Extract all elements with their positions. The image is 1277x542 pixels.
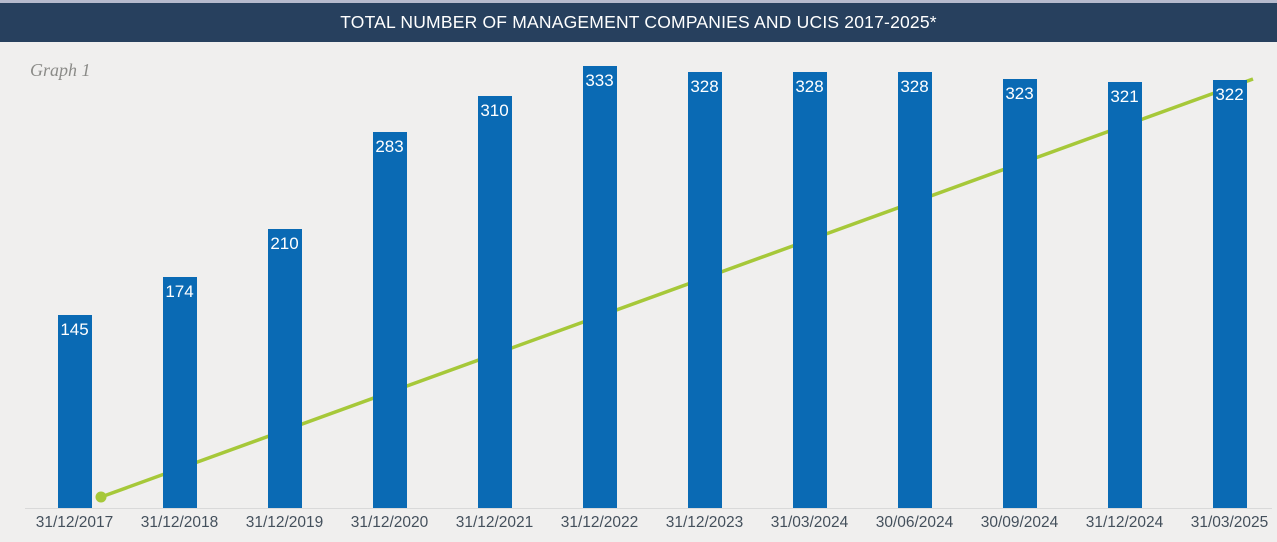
bar-value-label: 328 [900,77,929,96]
bar-value-label: 145 [60,320,89,339]
bar: 328 [792,72,827,508]
x-axis-label: 31/12/2022 [560,514,639,531]
x-axis-label: 31/12/2024 [1085,514,1164,531]
x-axis-label: 31/12/2017 [35,514,114,531]
x-axis-label: 30/09/2024 [980,514,1059,531]
x-axis-label: 31/03/2024 [770,514,849,531]
x-axis-baseline [25,508,1272,509]
bar-value-label: 323 [1005,84,1034,103]
bar: 328 [897,72,932,508]
graph-number-label: Graph 1 [30,60,91,80]
bar: 145 [57,315,92,508]
bar-value-label: 328 [690,77,719,96]
x-axis-label: 31/12/2018 [140,514,219,531]
bar-value-label: 328 [795,77,824,96]
bar: 323 [1002,79,1037,508]
bar-value-label: 322 [1215,85,1244,104]
trend-line-start-marker [95,491,107,503]
bar: 283 [372,132,407,508]
bar-value-label: 174 [165,282,194,301]
bar: 210 [267,229,302,508]
x-axis-label: 31/03/2025 [1190,514,1269,531]
x-axis-label: 31/12/2023 [665,514,744,531]
bar-value-label: 210 [270,234,299,253]
bar: 333 [582,66,617,508]
bar-value-label: 333 [585,71,614,90]
bar: 321 [1107,82,1142,508]
chart-title: TOTAL NUMBER OF MANAGEMENT COMPANIES AND… [340,12,937,32]
chart-title-bar: TOTAL NUMBER OF MANAGEMENT COMPANIES AND… [0,0,1277,42]
bar: 322 [1212,80,1247,508]
bar: 328 [687,72,722,508]
x-axis-label: 31/12/2020 [350,514,429,531]
bar-value-label: 310 [480,101,509,120]
x-axis-label: 31/12/2021 [455,514,534,531]
x-axis-label: 31/12/2019 [245,514,324,531]
bar-value-label: 283 [375,137,404,156]
bar: 174 [162,277,197,508]
bar: 310 [477,96,512,508]
bar-value-label: 321 [1110,87,1139,106]
x-axis-label: 30/06/2024 [875,514,954,531]
